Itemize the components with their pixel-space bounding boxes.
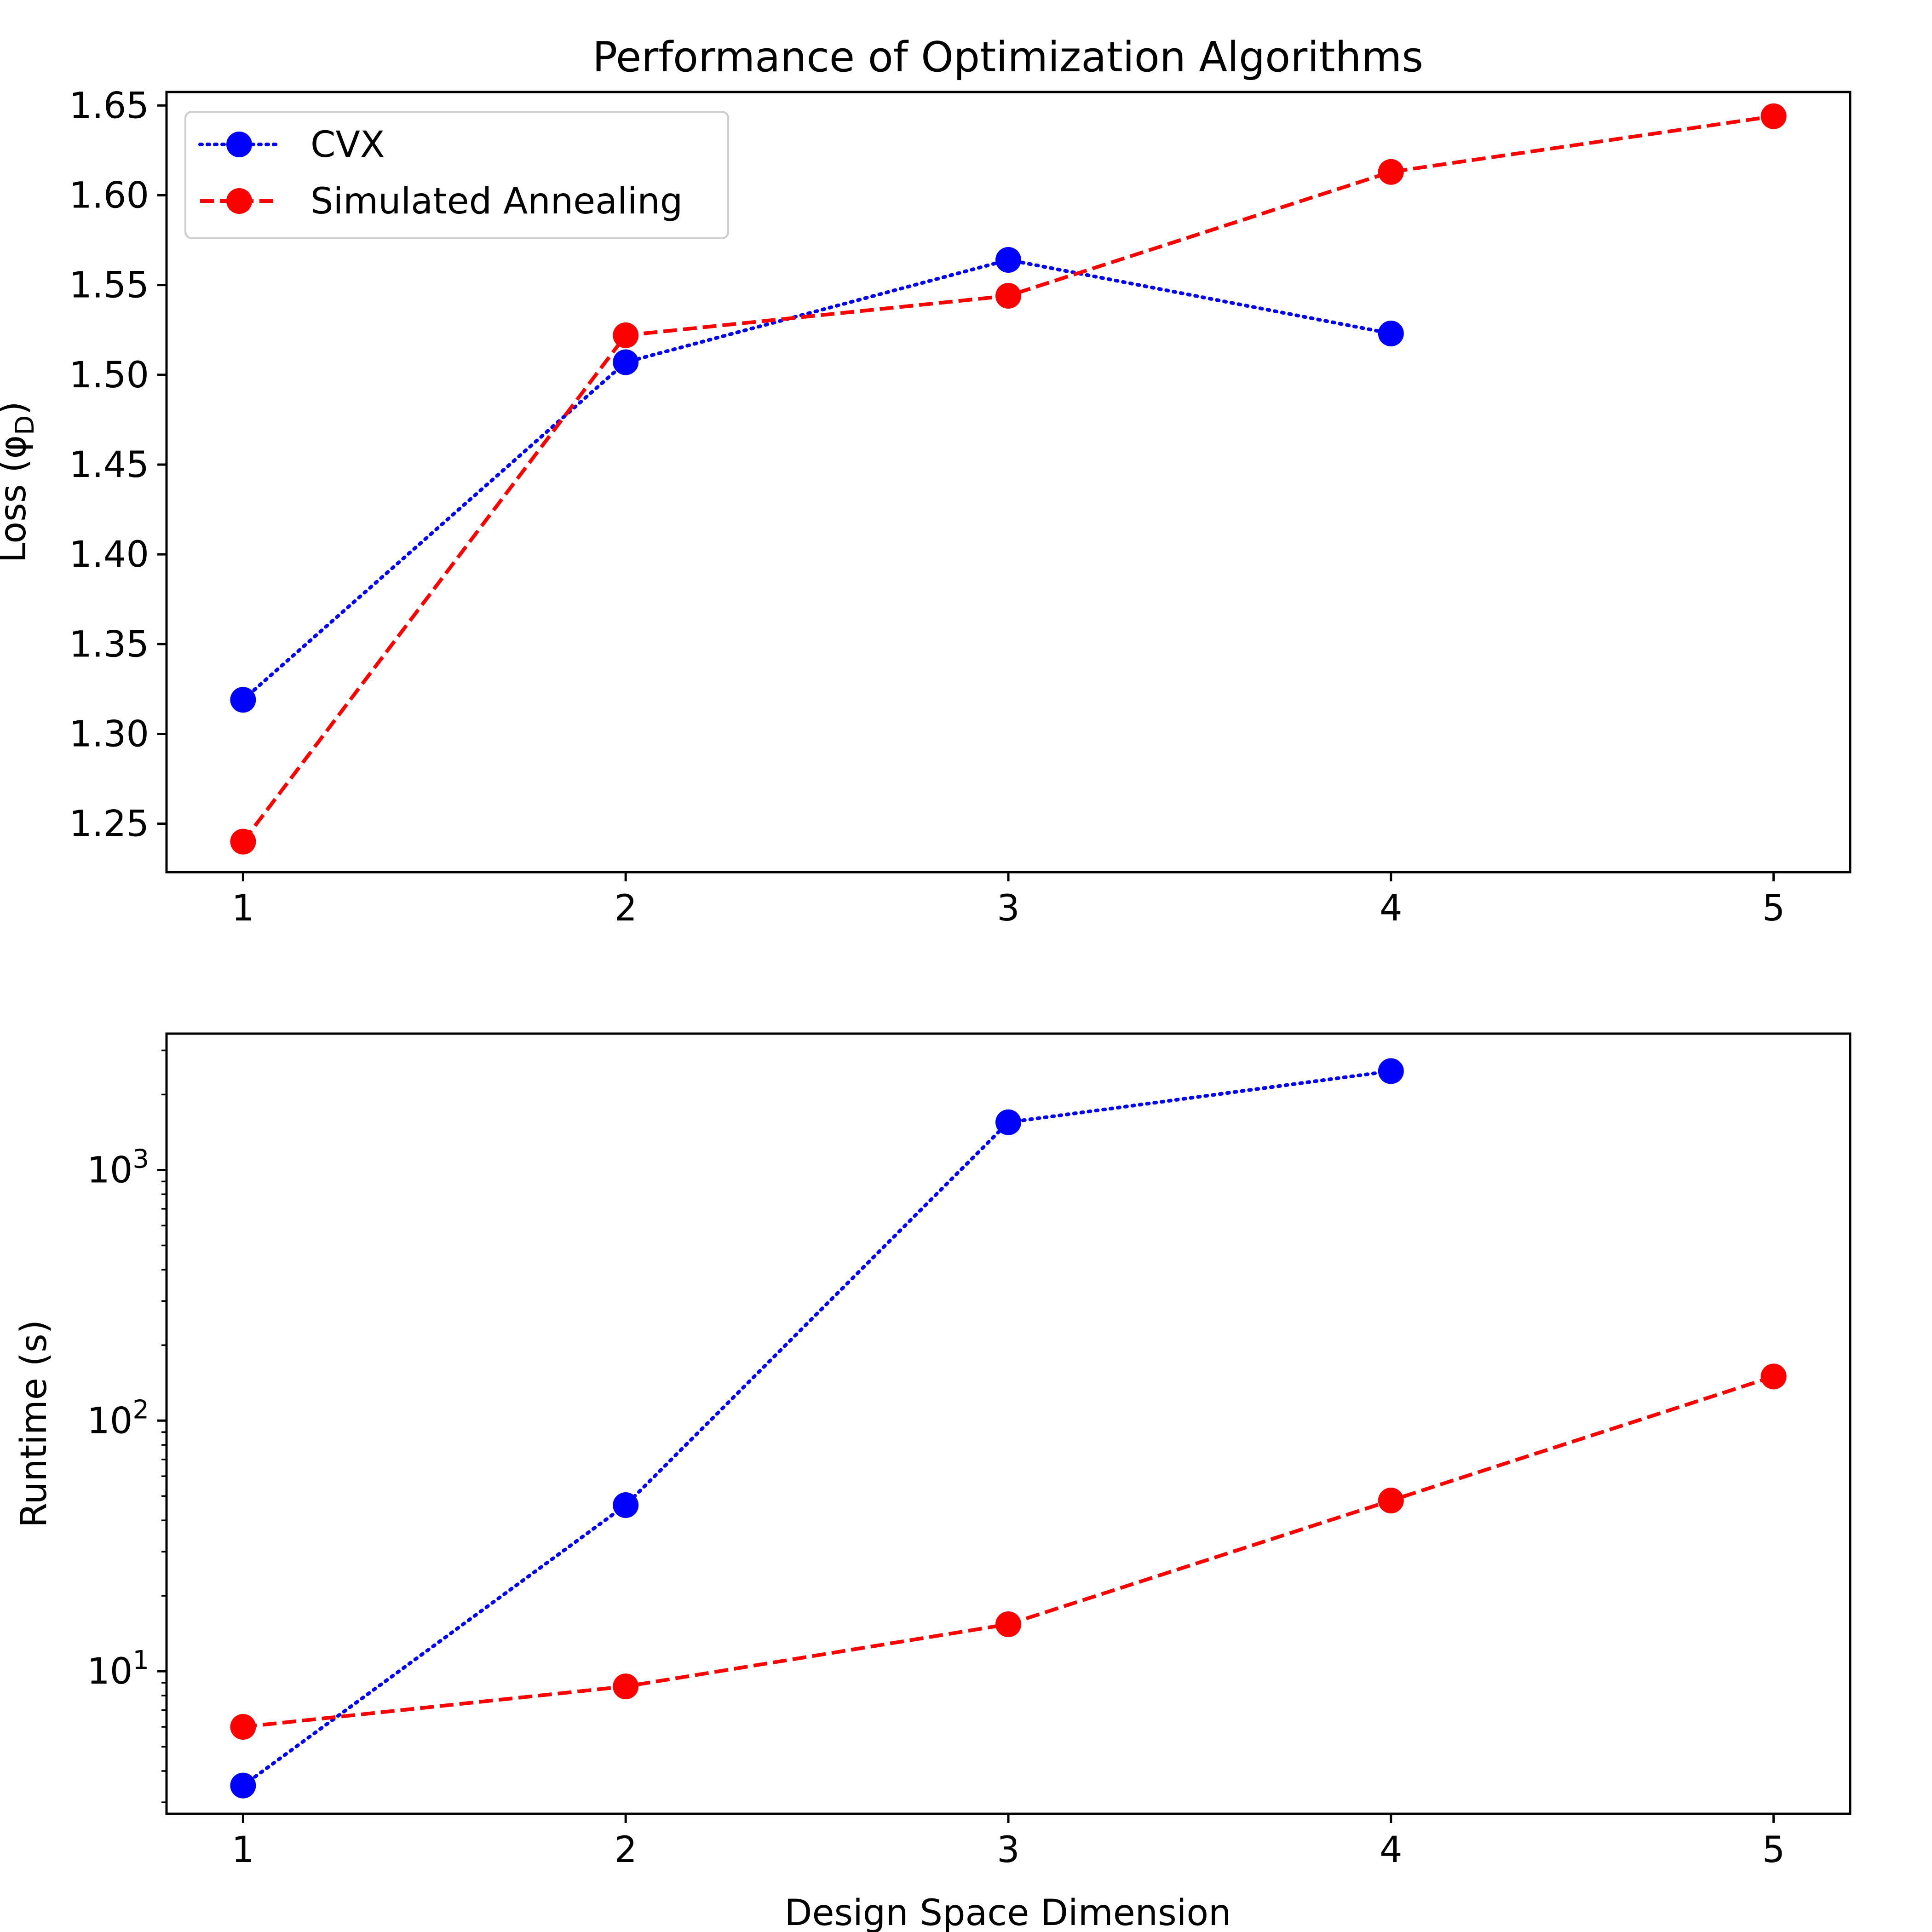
loss-plot-marks	[230, 103, 1787, 855]
runtime-subplot: 1 2 3 4 5 101 102 103 Runtime (s) Design Space …	[13, 1032, 1852, 1932]
loss-y-axis-label: Loss (φD)	[0, 401, 40, 563]
loss-sa-point-2	[613, 322, 639, 348]
runtime-y-tick-label-10: 101	[87, 1645, 149, 1692]
runtime-sa-point-4	[1378, 1487, 1404, 1513]
loss-y-tick-label-1.55: 1.55	[69, 265, 149, 306]
runtime-ticks: 1 2 3 4 5 101 102 103	[87, 1049, 1785, 1871]
runtime-x-tick-label-4: 4	[1380, 1829, 1403, 1871]
runtime-cvx-point-2	[613, 1492, 639, 1518]
loss-y-axis-label-main: Loss (φ	[0, 435, 34, 563]
runtime-y-tick-label-1000: 103	[87, 1144, 149, 1191]
runtime-sa-point-1	[230, 1714, 256, 1740]
loss-y-tick-label-1.50: 1.50	[69, 355, 149, 396]
loss-y-tick-label-1.25: 1.25	[69, 804, 149, 845]
loss-sa-point-3	[995, 283, 1021, 309]
legend-cvx-label: CVX	[310, 124, 385, 166]
loss-y-tick-label-1.40: 1.40	[69, 534, 149, 575]
runtime-cvx-line	[241, 1069, 1393, 1788]
loss-ticks: 1 2 3 4 5 1.25 1.30 1.35 1.40 1.45 1.50 1.55 1.60 1.6…	[69, 85, 1785, 929]
loss-y-tick-label-1.65: 1.65	[69, 85, 149, 126]
loss-x-tick-label-3: 3	[997, 888, 1020, 929]
runtime-sa-point-3	[995, 1611, 1021, 1637]
loss-y-tick-label-1.60: 1.60	[69, 175, 149, 216]
legend: CVX Simulated Annealing	[184, 111, 729, 239]
loss-sa-point-4	[1378, 159, 1404, 185]
x-axis-label: Design Space Dimension	[784, 1892, 1231, 1932]
loss-x-tick-label-5: 5	[1762, 888, 1785, 929]
runtime-cvx-point-1	[230, 1772, 256, 1799]
runtime-x-tick-label-1: 1	[232, 1829, 255, 1871]
loss-y-tick-label-1.35: 1.35	[69, 624, 149, 665]
loss-sa-point-5	[1760, 103, 1787, 129]
loss-cvx-point-4	[1378, 320, 1404, 346]
runtime-sa-point-5	[1760, 1363, 1787, 1390]
runtime-y-tick-label-100: 102	[87, 1395, 149, 1442]
loss-sa-point-1	[230, 828, 256, 855]
loss-y-tick-label-1.30: 1.30	[69, 713, 149, 755]
runtime-y-axis-label: Runtime (s)	[13, 1320, 55, 1528]
runtime-x-tick-label-3: 3	[997, 1829, 1020, 1871]
loss-cvx-line	[241, 258, 1393, 702]
runtime-cvx-point-4	[1378, 1058, 1404, 1084]
runtime-sa-point-2	[613, 1673, 639, 1700]
legend-cvx-marker	[226, 132, 252, 157]
loss-cvx-point-1	[230, 687, 256, 713]
loss-subplot: 1 2 3 4 5 1.25 1.30 1.35 1.40 1.45 1.50 1.55 1.60 1.6…	[0, 85, 1852, 929]
runtime-cvx-point-3	[995, 1109, 1021, 1135]
legend-sa-label: Simulated Annealing	[310, 181, 683, 222]
legend-sa-marker	[226, 188, 252, 214]
legend-box	[184, 111, 729, 239]
loss-x-tick-label-1: 1	[232, 888, 255, 929]
loss-y-tick-label-1.45: 1.45	[69, 444, 149, 486]
loss-cvx-point-3	[995, 247, 1021, 273]
runtime-x-tick-label-5: 5	[1762, 1829, 1785, 1871]
runtime-plot-marks	[230, 1058, 1787, 1799]
loss-x-tick-label-2: 2	[614, 888, 637, 929]
loss-x-tick-label-4: 4	[1380, 888, 1403, 929]
loss-y-axis-label-subscript: D	[10, 415, 40, 435]
figure-title: Performance of Optimization Algorithms	[592, 33, 1423, 81]
runtime-x-tick-label-2: 2	[614, 1829, 637, 1871]
loss-cvx-point-2	[613, 349, 639, 375]
loss-y-axis-label-close: )	[0, 401, 34, 415]
